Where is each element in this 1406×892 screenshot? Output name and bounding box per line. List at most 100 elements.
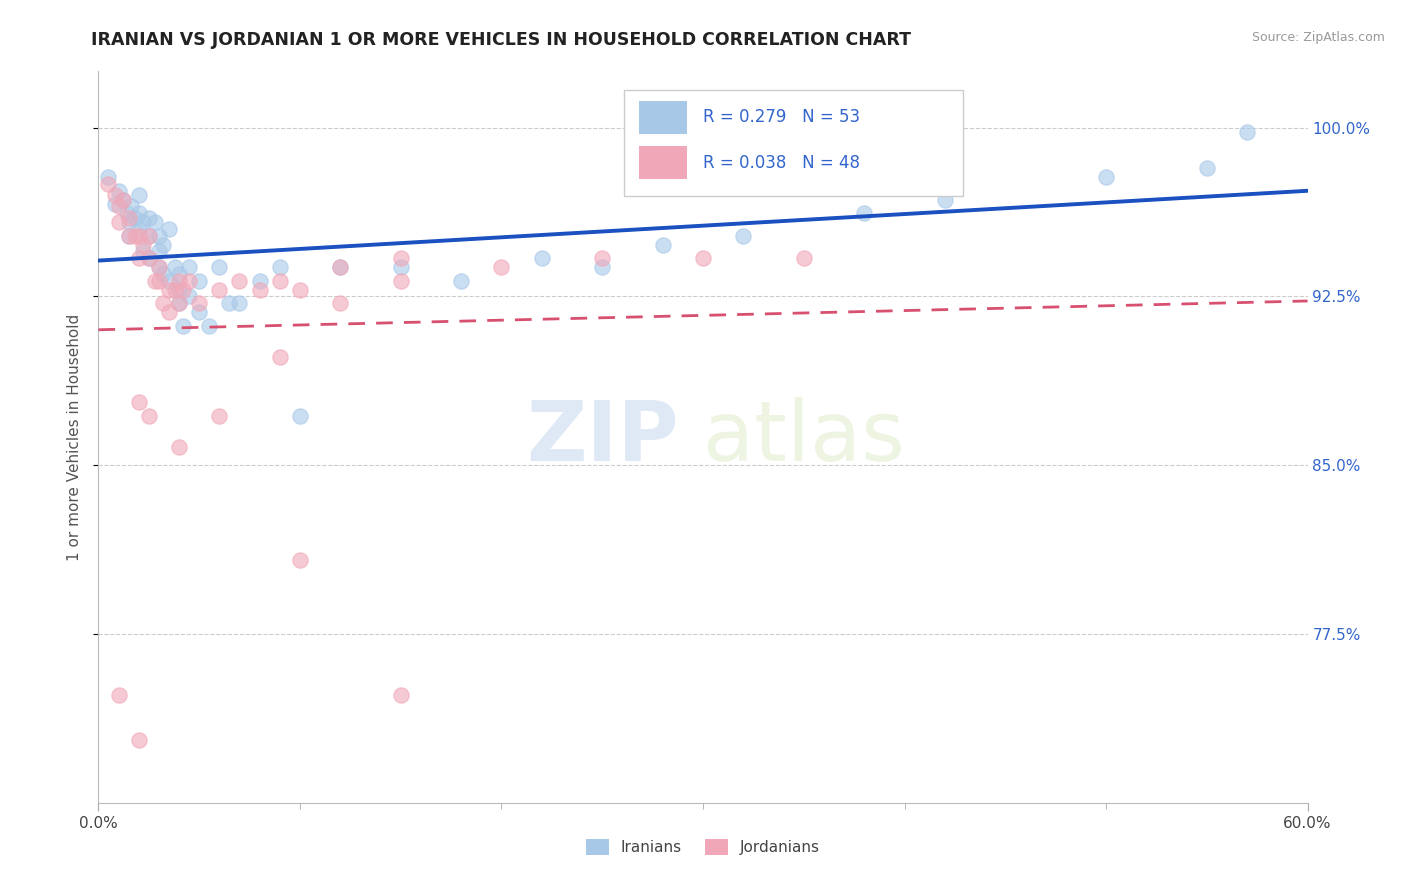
Point xyxy=(138,228,160,243)
Point xyxy=(228,296,250,310)
Point xyxy=(103,188,125,202)
Point xyxy=(138,251,160,265)
Point xyxy=(143,274,166,288)
Point xyxy=(148,228,170,243)
Point xyxy=(491,260,513,275)
Point xyxy=(389,260,412,275)
Point xyxy=(591,260,613,275)
Point xyxy=(167,267,190,281)
Point xyxy=(167,440,190,454)
Point xyxy=(128,206,150,220)
Point xyxy=(107,688,129,702)
Point xyxy=(148,260,170,275)
Point xyxy=(152,296,174,310)
Point xyxy=(152,267,174,281)
Point xyxy=(269,274,291,288)
Point xyxy=(389,274,412,288)
Point xyxy=(188,296,211,310)
Point xyxy=(167,274,190,288)
Point xyxy=(97,170,120,185)
Point xyxy=(591,251,613,265)
Point xyxy=(152,237,174,252)
Point xyxy=(1195,161,1218,175)
Point xyxy=(148,274,170,288)
Point xyxy=(288,283,311,297)
Point xyxy=(132,237,155,252)
Point xyxy=(97,177,120,191)
Point xyxy=(111,193,134,207)
Point xyxy=(188,305,211,319)
Point xyxy=(733,228,755,243)
Point xyxy=(157,283,180,297)
Point xyxy=(1236,125,1258,139)
Point xyxy=(111,193,134,207)
Point xyxy=(934,193,956,207)
Point xyxy=(107,215,129,229)
Point xyxy=(179,260,201,275)
Point xyxy=(163,260,186,275)
Point xyxy=(288,409,311,423)
Text: Source: ZipAtlas.com: Source: ZipAtlas.com xyxy=(1251,31,1385,45)
Point xyxy=(103,197,125,211)
Point xyxy=(329,260,352,275)
Text: R = 0.279   N = 53: R = 0.279 N = 53 xyxy=(703,109,860,127)
Point xyxy=(450,274,472,288)
Point xyxy=(124,228,146,243)
Point xyxy=(172,283,194,297)
Point xyxy=(389,688,412,702)
Point xyxy=(163,283,186,297)
Point xyxy=(132,244,155,259)
Point xyxy=(148,244,170,259)
Point xyxy=(329,296,352,310)
Y-axis label: 1 or more Vehicles in Household: 1 or more Vehicles in Household xyxy=(67,313,83,561)
Point xyxy=(148,260,170,275)
Point xyxy=(138,228,160,243)
Point xyxy=(208,260,231,275)
Point xyxy=(793,251,815,265)
Point xyxy=(172,318,194,333)
Point xyxy=(167,283,190,297)
Point xyxy=(138,251,160,265)
Point xyxy=(249,274,271,288)
Legend: Iranians, Jordanians: Iranians, Jordanians xyxy=(579,833,827,861)
Point xyxy=(208,409,231,423)
Point xyxy=(107,199,129,213)
Point xyxy=(179,274,201,288)
Point xyxy=(115,206,138,220)
Point xyxy=(198,318,221,333)
Point xyxy=(167,296,190,310)
Text: ZIP: ZIP xyxy=(526,397,679,477)
Point xyxy=(188,274,211,288)
Point xyxy=(128,222,150,236)
Point xyxy=(329,260,352,275)
Point xyxy=(138,211,160,225)
Point xyxy=(692,251,714,265)
Point xyxy=(269,260,291,275)
Text: R = 0.038   N = 48: R = 0.038 N = 48 xyxy=(703,153,860,172)
Point xyxy=(269,350,291,364)
Point xyxy=(118,228,141,243)
Text: atlas: atlas xyxy=(703,397,904,477)
Point xyxy=(118,211,141,225)
Bar xyxy=(638,101,688,134)
Point xyxy=(1095,170,1118,185)
Point xyxy=(118,228,141,243)
Point xyxy=(157,222,180,236)
Point xyxy=(124,211,146,225)
Point xyxy=(128,228,150,243)
Point xyxy=(157,305,180,319)
Point xyxy=(132,215,155,229)
Point xyxy=(208,283,231,297)
Point xyxy=(143,215,166,229)
Point xyxy=(228,274,250,288)
Point xyxy=(167,296,190,310)
Point xyxy=(249,283,271,297)
Point xyxy=(128,395,150,409)
Point xyxy=(218,296,240,310)
Point xyxy=(128,188,150,202)
Point xyxy=(530,251,553,265)
Point xyxy=(128,732,150,747)
Point xyxy=(389,251,412,265)
Point xyxy=(107,184,129,198)
Point xyxy=(118,215,141,229)
